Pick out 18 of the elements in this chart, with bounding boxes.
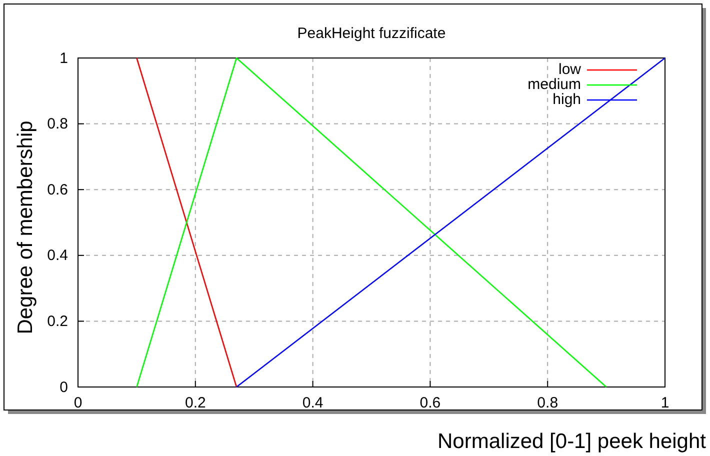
legend-label: low xyxy=(558,60,582,78)
y-axis-title: Degree of membership xyxy=(14,120,37,334)
y-tick-label: 0.6 xyxy=(47,181,68,198)
x-tick-label: 1 xyxy=(660,394,670,412)
x-tick-label: 0.2 xyxy=(184,394,206,412)
x-tick-label: 0 xyxy=(74,394,82,412)
x-tick-label: 0.6 xyxy=(420,394,441,412)
chart-title: PeakHeight fuzzificate xyxy=(297,25,446,42)
y-tick-label: 0 xyxy=(60,378,68,396)
x-tick-label: 0.4 xyxy=(302,394,324,412)
y-tick-label: 1 xyxy=(60,50,68,67)
y-tick-label: 0.2 xyxy=(47,313,68,330)
x-tick-label: 0.8 xyxy=(537,394,558,412)
x-axis-title: Normalized [0-1] peek height xyxy=(438,430,706,453)
legend-label: high xyxy=(552,90,581,108)
legend-label: medium xyxy=(528,76,581,93)
y-tick-label: 0.8 xyxy=(47,116,68,133)
y-tick-label: 0.4 xyxy=(47,247,68,264)
